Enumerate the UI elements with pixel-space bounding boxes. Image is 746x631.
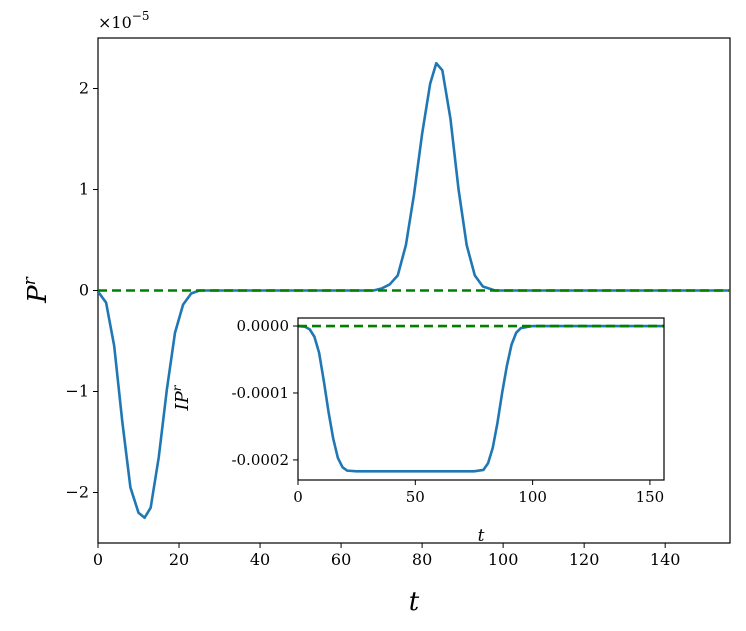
inset-series-group bbox=[298, 324, 664, 473]
main-y-tick-label: 1 bbox=[79, 180, 89, 199]
main-y-tick-label: −2 bbox=[65, 483, 89, 502]
inset-x-ticks: 0 50 100 150 bbox=[293, 480, 664, 506]
inset-x-tick-label: 50 bbox=[406, 488, 425, 506]
inset-y-tick-label: -0.0001 bbox=[231, 384, 289, 402]
main-x-tick-label: 60 bbox=[331, 550, 351, 569]
inset-y-axis-label: IPr bbox=[170, 384, 193, 411]
main-y-tick-label: −1 bbox=[65, 382, 89, 401]
inset-y-tick-label: -0.0002 bbox=[231, 451, 289, 469]
main-x-tick-label: 120 bbox=[569, 550, 600, 569]
main-y-tick-label: 2 bbox=[79, 79, 89, 98]
main-x-tick-label: 40 bbox=[250, 550, 270, 569]
inset-y-ticks: 0.0000 -0.0001 -0.0002 bbox=[231, 317, 298, 469]
inset-plot-frame bbox=[297, 317, 665, 481]
main-y-axis-label: Pr bbox=[20, 276, 53, 304]
main-x-axis-label: t bbox=[409, 587, 420, 617]
inset-plot-background bbox=[298, 318, 664, 480]
main-x-tick-label: 100 bbox=[488, 550, 519, 569]
main-x-tick-label: 140 bbox=[650, 550, 681, 569]
y-scale-factor: ×10−5 bbox=[98, 9, 149, 32]
inset-x-tick-label: 150 bbox=[636, 488, 665, 506]
inset-x-tick-label: 100 bbox=[518, 488, 547, 506]
inset-series-line bbox=[298, 324, 664, 473]
inset-x-tick-label: 0 bbox=[293, 488, 303, 506]
inset-y-tick-label: 0.0000 bbox=[237, 317, 290, 335]
main-series-group bbox=[98, 61, 730, 520]
main-x-tick-label: 0 bbox=[93, 550, 103, 569]
main-y-tick-label: 0 bbox=[79, 281, 89, 300]
main-y-ticks: −2 −1 0 1 2 bbox=[65, 79, 98, 502]
inset-x-axis-label: t bbox=[478, 526, 485, 546]
main-x-tick-label: 20 bbox=[169, 550, 189, 569]
main-x-ticks: 0 20 40 60 80 100 120 140 bbox=[93, 543, 681, 569]
main-x-tick-label: 80 bbox=[412, 550, 432, 569]
